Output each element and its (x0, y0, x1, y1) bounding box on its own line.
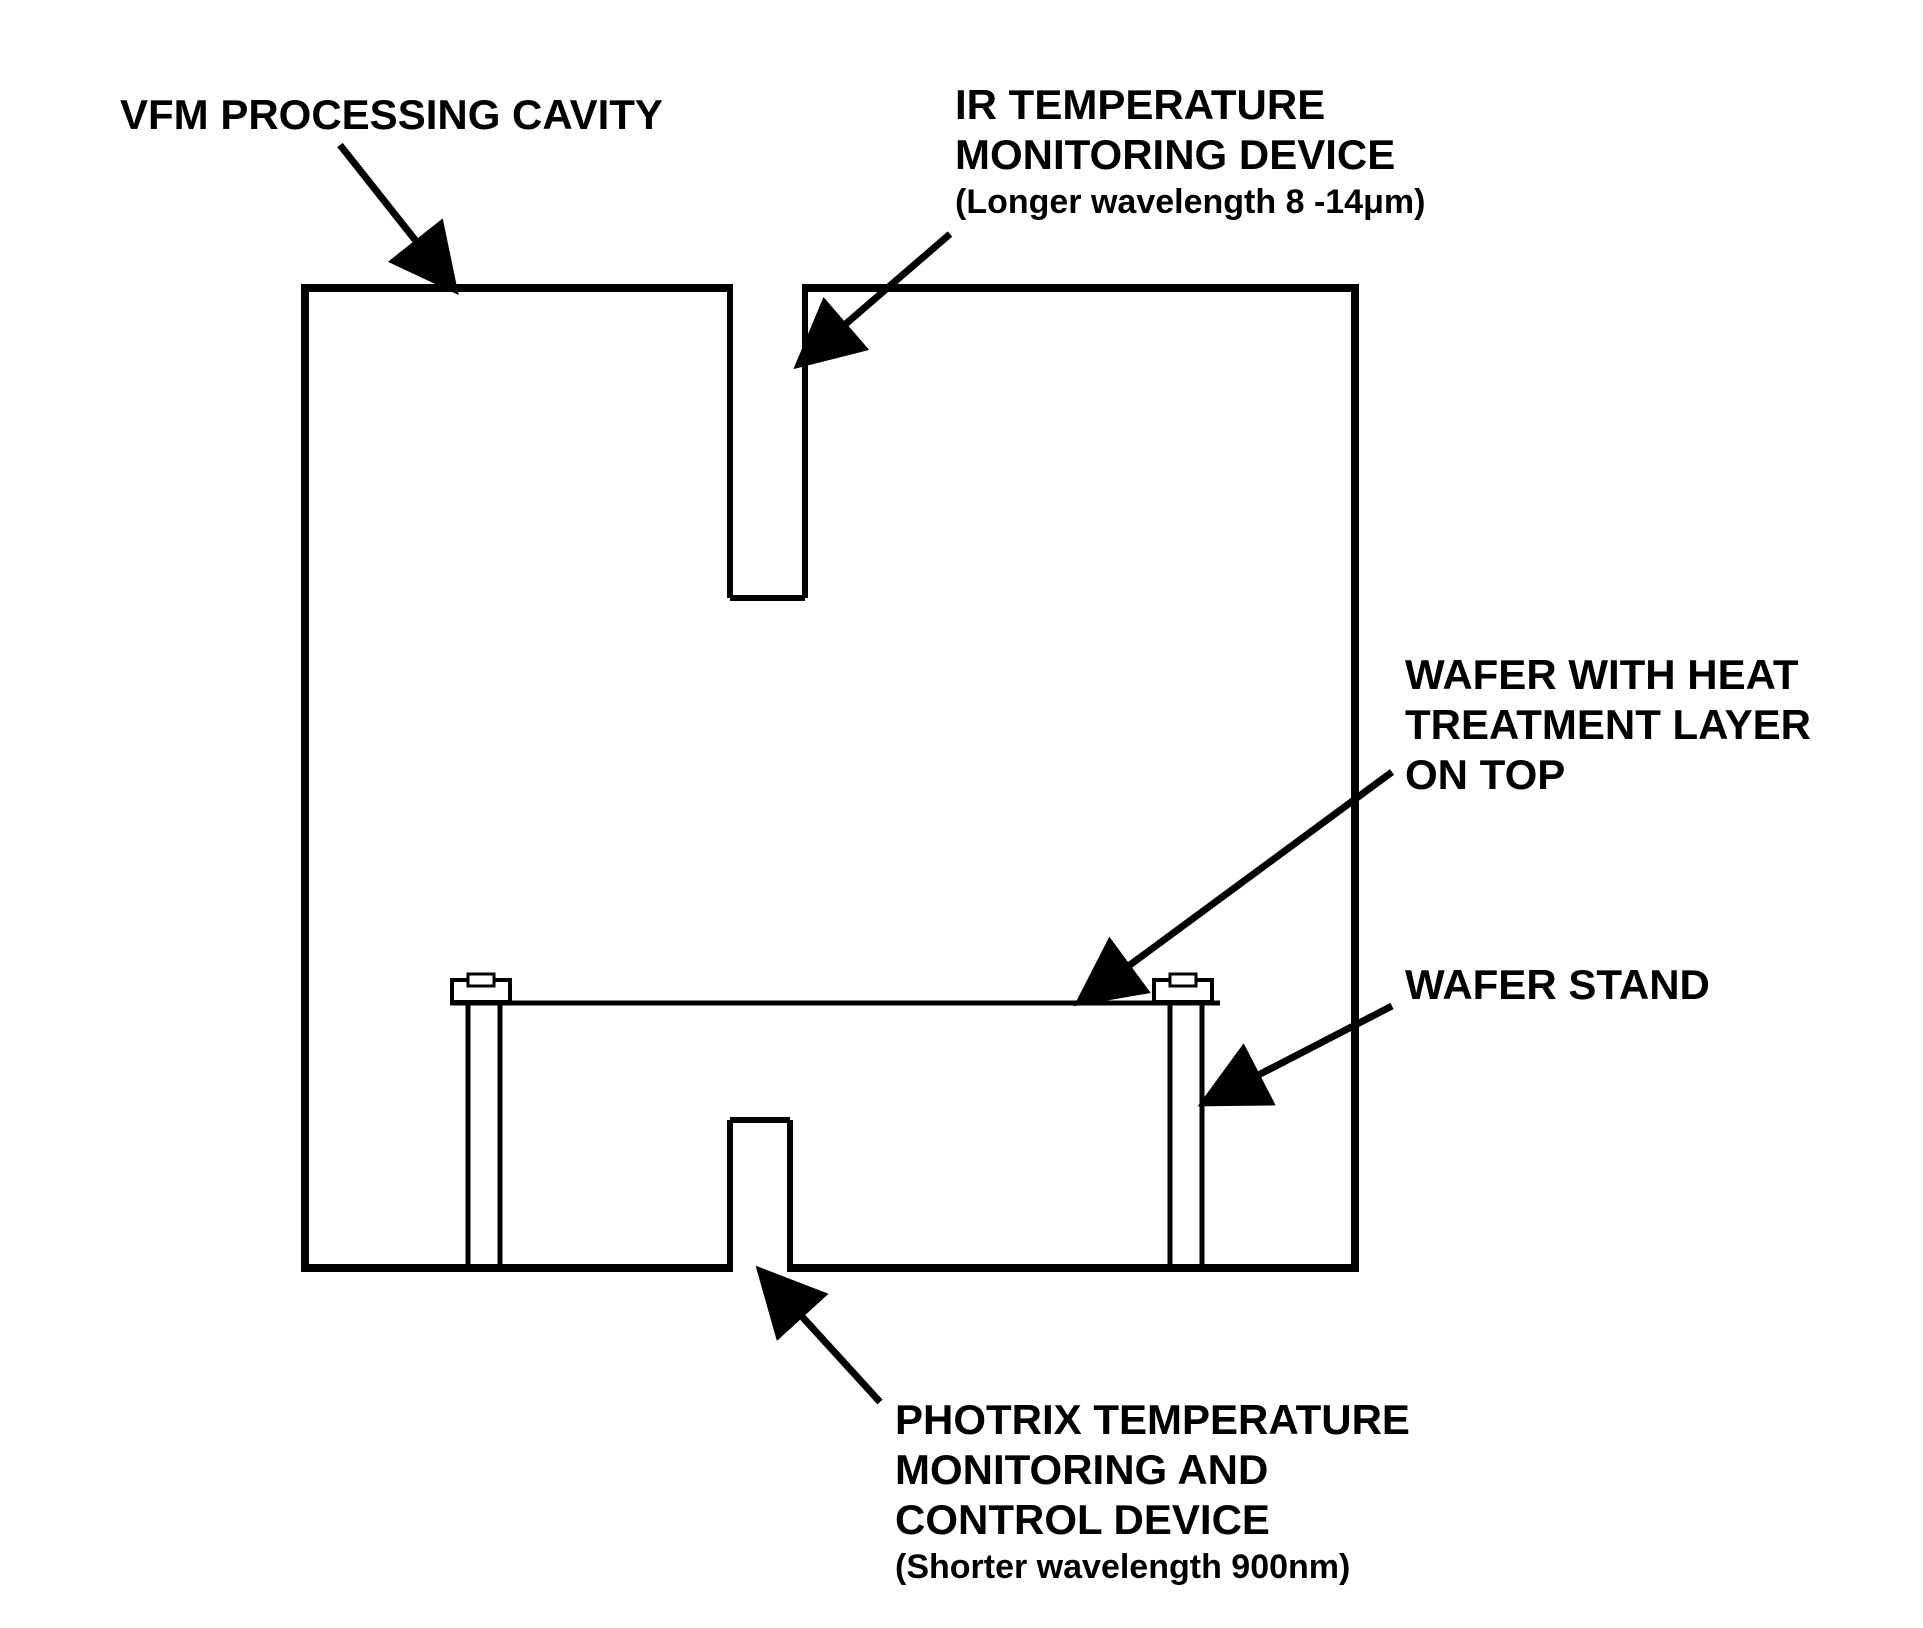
photrix-arrow (765, 1276, 880, 1402)
ir-arrow (804, 234, 950, 360)
wafer-label-line2: TREATMENT LAYER (1405, 700, 1811, 750)
wafer-label-arrow (1085, 772, 1392, 998)
photrix-label-line3: CONTROL DEVICE (895, 1495, 1270, 1545)
ir-label-line2: MONITORING DEVICE (955, 130, 1395, 180)
vfm-label: VFM PROCESSING CAVITY (120, 90, 663, 140)
bottom-sensor (730, 1120, 790, 1272)
wafer-stand-left (452, 974, 510, 1268)
wafer-label-line1: WAFER WITH HEAT (1405, 650, 1799, 700)
top-sensor (730, 284, 805, 598)
photrix-label-sub: (Shorter wavelength 900nm) (895, 1547, 1350, 1588)
diagram-container: VFM PROCESSING CAVITY IR TEMPERATURE MON… (0, 0, 1923, 1628)
ir-label-sub: (Longer wavelength 8 -14μm) (955, 182, 1425, 223)
vfm-arrow (340, 145, 450, 284)
diagram-svg (0, 0, 1923, 1628)
cavity-rect (305, 288, 1355, 1268)
wafer-stand-label: WAFER STAND (1405, 960, 1710, 1010)
photrix-label-line2: MONITORING AND (895, 1445, 1268, 1495)
photrix-label-line1: PHOTRIX TEMPERATURE (895, 1395, 1410, 1445)
wafer-label-line3: ON TOP (1405, 750, 1565, 800)
wafer-stand-right (1154, 974, 1212, 1268)
ir-label-line1: IR TEMPERATURE (955, 80, 1325, 130)
stand-arrow (1210, 1006, 1392, 1100)
